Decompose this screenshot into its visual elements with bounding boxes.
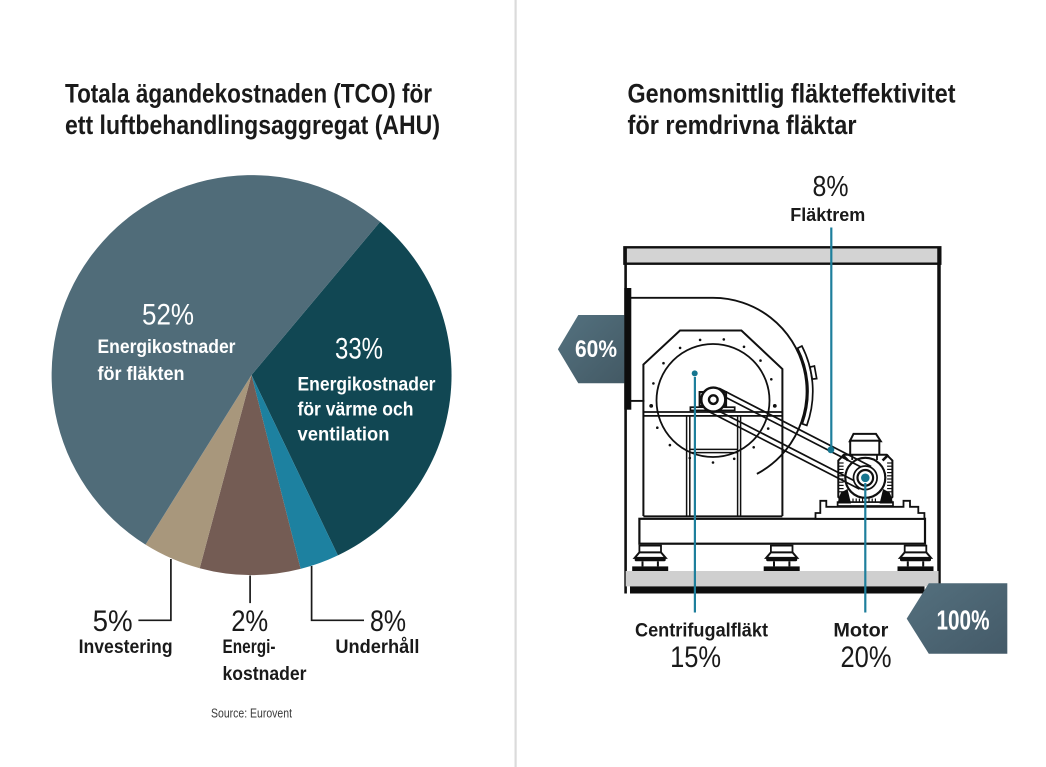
svg-text:2%: 2% [231,605,268,638]
svg-text:33%: 33% [335,333,383,366]
svg-text:Underhåll: Underhåll [335,635,419,658]
svg-text:Fläktrem: Fläktrem [790,204,865,225]
svg-text:ventilation: ventilation [298,424,390,446]
svg-text:kostnader: kostnader [223,663,307,685]
svg-text:Energikostnader: Energikostnader [98,336,236,358]
svg-text:för remdrivna fläktar: för remdrivna fläktar [628,110,857,140]
svg-text:Genomsnittlig fläkteffektivite: Genomsnittlig fläkteffektivitet [628,79,956,109]
svg-text:5%: 5% [93,605,133,638]
svg-text:8%: 8% [370,605,406,638]
svg-text:Energikostnader: Energikostnader [298,374,436,396]
svg-text:8%: 8% [813,171,849,203]
svg-text:52%: 52% [142,299,194,332]
svg-text:100%: 100% [937,604,990,635]
svg-text:15%: 15% [670,641,721,674]
svg-text:Energi-: Energi- [223,636,276,658]
svg-text:20%: 20% [841,641,892,674]
svg-text:60%: 60% [575,336,617,363]
svg-text:Centrifugalfläkt: Centrifugalfläkt [635,620,768,642]
svg-text:Motor: Motor [833,620,888,642]
svg-text:för värme och: för värme och [298,399,414,421]
svg-text:Investering: Investering [79,636,173,658]
svg-text:för fläkten: för fläkten [98,363,185,385]
svg-text:Totala ägandekostnaden (TCO) f: Totala ägandekostnaden (TCO) för [65,79,432,109]
svg-text:ett luftbehandlingsaggregat (A: ett luftbehandlingsaggregat (AHU) [65,110,440,140]
svg-text:Source: Eurovent: Source: Eurovent [211,707,292,721]
